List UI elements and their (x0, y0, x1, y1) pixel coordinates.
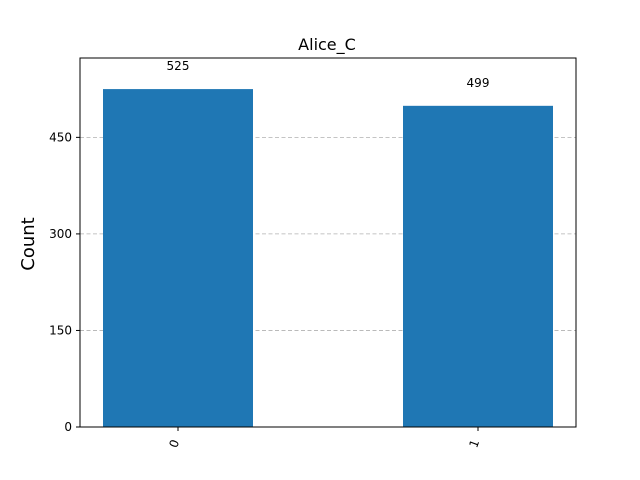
bar-1 (403, 105, 553, 428)
data-label-0: 525 (167, 59, 190, 73)
y-tick-label-0: 0 (64, 420, 72, 434)
data-labels: 525 499 (167, 59, 490, 90)
y-axis-ticks: 0 150 300 450 (49, 130, 80, 434)
y-axis-label: Count (18, 217, 39, 270)
plot-frame (79, 57, 577, 428)
x-tick-label-1: 1 (466, 438, 482, 450)
data-label-1: 499 (467, 76, 490, 90)
y-tick-label-1: 150 (49, 323, 72, 337)
axes (79, 57, 577, 428)
bars (103, 89, 553, 428)
bar-0 (103, 89, 253, 427)
y-tick-label-3: 450 (49, 130, 72, 144)
chart-title: Alice_C (298, 35, 356, 55)
x-tick-label-0: 0 (166, 438, 182, 450)
y-tick-label-2: 300 (49, 227, 72, 241)
